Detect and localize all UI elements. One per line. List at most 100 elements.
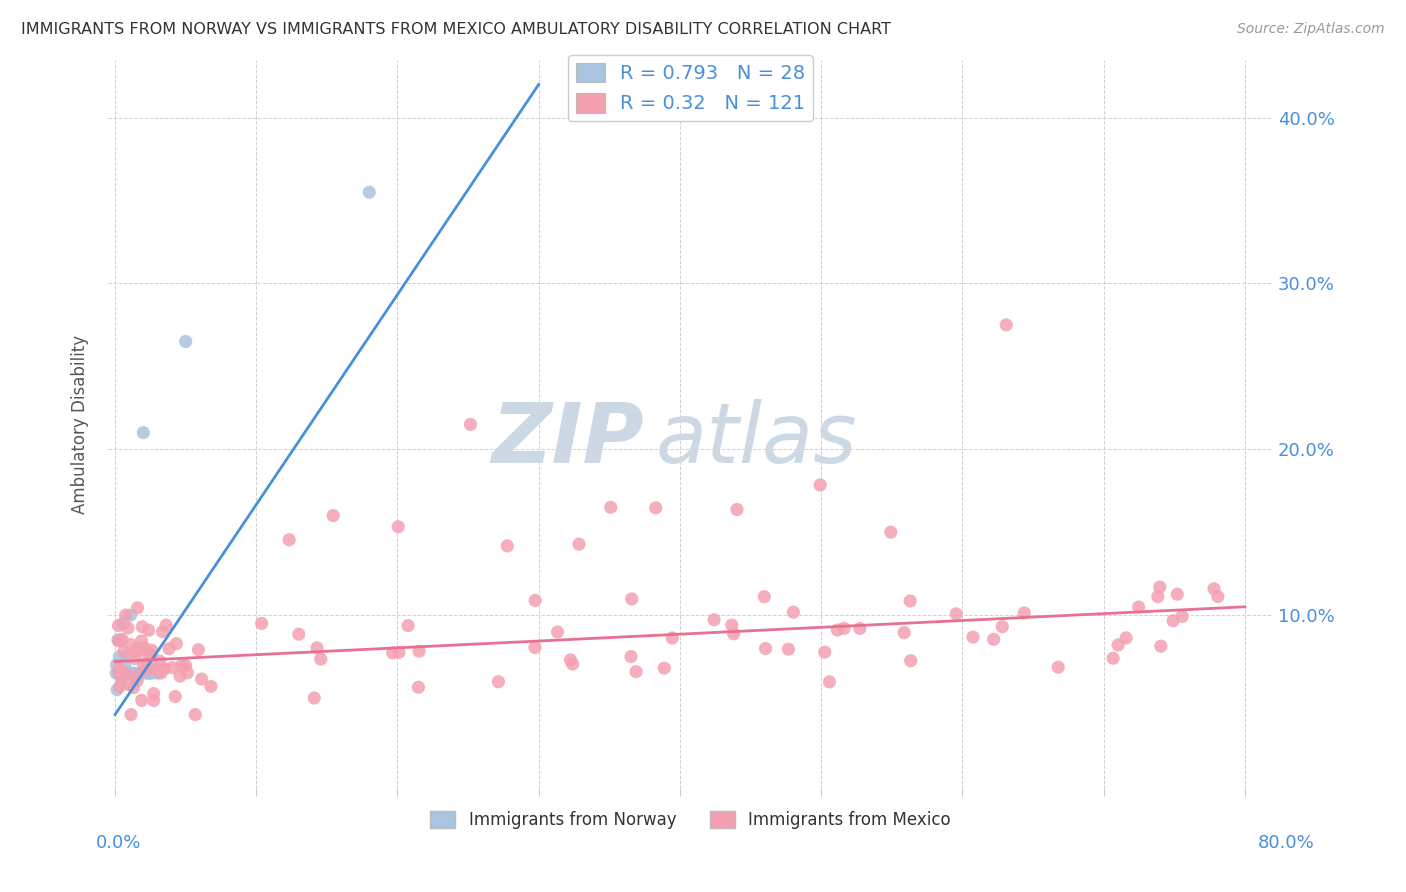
Point — [898, 594, 921, 608]
Point — [124, 651, 146, 665]
Point — [524, 593, 547, 607]
Point — [827, 623, 849, 637]
Point — [105, 657, 128, 672]
Point — [408, 644, 430, 658]
Point — [644, 500, 666, 515]
Point — [117, 621, 139, 635]
Point — [624, 665, 647, 679]
Point — [157, 641, 180, 656]
Point — [1206, 590, 1229, 604]
Point — [141, 666, 163, 681]
Point — [387, 520, 409, 534]
Point — [107, 618, 129, 632]
Point — [136, 658, 159, 673]
Point — [135, 663, 157, 677]
Point — [153, 662, 176, 676]
Point — [396, 618, 419, 632]
Point — [1115, 631, 1137, 645]
Point — [108, 680, 131, 694]
Point — [162, 660, 184, 674]
Point — [547, 624, 569, 639]
Text: atlas: atlas — [655, 399, 858, 480]
Point — [778, 642, 800, 657]
Point — [849, 622, 872, 636]
Point — [127, 673, 149, 688]
Point — [152, 624, 174, 639]
Point — [110, 674, 132, 689]
Point — [111, 666, 134, 681]
Point — [108, 666, 131, 681]
Point — [127, 600, 149, 615]
Point — [560, 653, 582, 667]
Text: IMMIGRANTS FROM NORWAY VS IMMIGRANTS FROM MEXICO AMBULATORY DISABILITY CORRELATI: IMMIGRANTS FROM NORWAY VS IMMIGRANTS FRO… — [21, 22, 891, 37]
Point — [138, 666, 160, 681]
Point — [304, 691, 326, 706]
Point — [127, 668, 149, 682]
Point — [132, 425, 155, 440]
Point — [124, 645, 146, 659]
Point — [131, 634, 153, 648]
Point — [754, 590, 776, 604]
Point — [359, 186, 381, 200]
Point — [110, 632, 132, 647]
Point — [146, 666, 169, 681]
Point — [112, 645, 135, 659]
Point — [148, 654, 170, 668]
Point — [118, 678, 141, 692]
Point — [149, 665, 172, 680]
Point — [111, 632, 134, 647]
Point — [309, 652, 332, 666]
Point — [105, 666, 128, 681]
Point — [278, 533, 301, 547]
Point — [124, 666, 146, 681]
Point — [288, 627, 311, 641]
Point — [132, 657, 155, 672]
Point — [725, 502, 748, 516]
Legend: Immigrants from Norway, Immigrants from Mexico: Immigrants from Norway, Immigrants from … — [423, 804, 957, 836]
Point — [184, 707, 207, 722]
Point — [122, 681, 145, 695]
Y-axis label: Ambulatory Disability: Ambulatory Disability — [72, 334, 89, 514]
Point — [129, 666, 152, 681]
Point — [782, 605, 804, 619]
Point — [112, 667, 135, 681]
Point — [620, 649, 643, 664]
Point — [134, 644, 156, 658]
Point — [808, 478, 831, 492]
Point — [174, 658, 197, 673]
Point — [720, 618, 742, 632]
Point — [115, 666, 138, 681]
Point — [174, 334, 197, 349]
Point — [134, 640, 156, 655]
Point — [165, 637, 187, 651]
Point — [1047, 660, 1070, 674]
Point — [170, 658, 193, 673]
Point — [142, 662, 165, 676]
Point — [755, 641, 778, 656]
Point — [1149, 580, 1171, 594]
Point — [120, 637, 142, 651]
Point — [991, 620, 1014, 634]
Point — [599, 500, 621, 515]
Text: 80.0%: 80.0% — [1258, 834, 1315, 852]
Point — [200, 679, 222, 693]
Point — [1150, 639, 1173, 653]
Point — [107, 632, 129, 647]
Point — [1147, 590, 1170, 604]
Point — [107, 666, 129, 681]
Point — [142, 687, 165, 701]
Point — [408, 680, 430, 694]
Point — [880, 525, 903, 540]
Point — [962, 630, 984, 644]
Point — [1107, 638, 1129, 652]
Point — [561, 657, 583, 671]
Point — [460, 417, 482, 432]
Point — [149, 662, 172, 676]
Point — [322, 508, 344, 523]
Point — [110, 668, 132, 682]
Point — [108, 661, 131, 675]
Point — [108, 649, 131, 664]
Point — [568, 537, 591, 551]
Point — [893, 625, 915, 640]
Point — [127, 641, 149, 656]
